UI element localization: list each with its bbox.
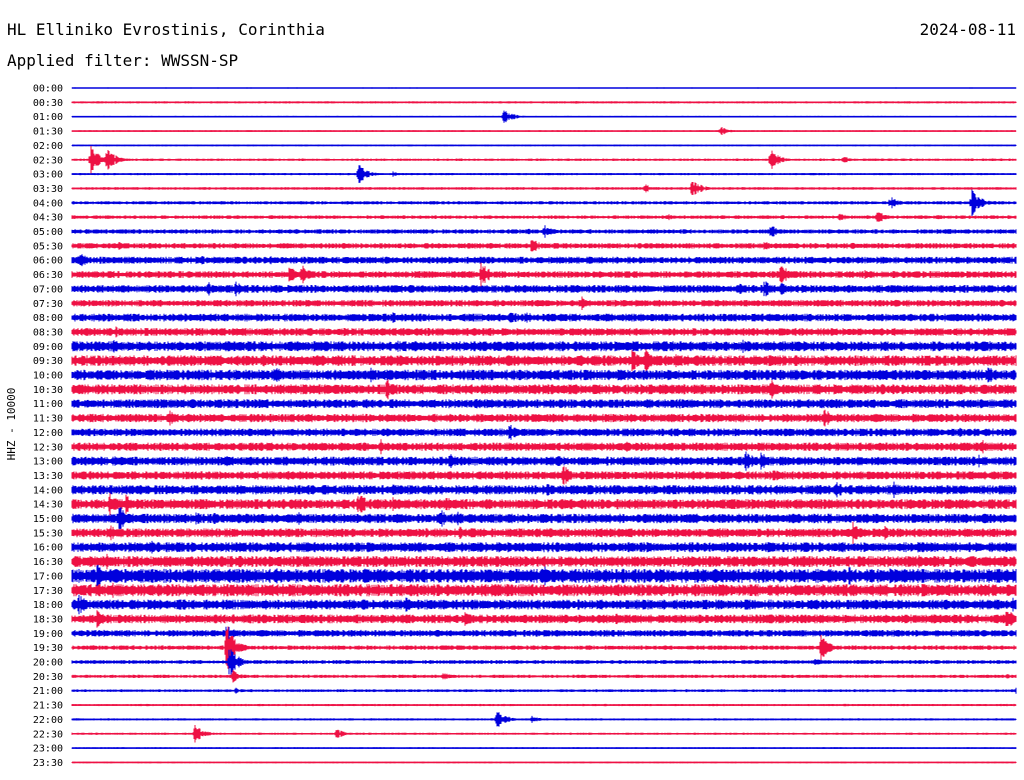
row-label-0100: 01:00 xyxy=(33,112,63,123)
row-label-0630: 06:30 xyxy=(33,270,63,281)
row-label-1030: 10:30 xyxy=(33,385,63,396)
row-label-1800: 18:00 xyxy=(33,600,63,611)
row-label-2130: 21:30 xyxy=(33,701,63,712)
row-label-1330: 13:30 xyxy=(33,471,63,482)
row-label-1130: 11:30 xyxy=(33,414,63,425)
row-label-0900: 09:00 xyxy=(33,342,63,353)
row-label-2330: 23:30 xyxy=(33,758,63,769)
y-axis-label: HHZ - 10000 xyxy=(5,388,18,461)
row-label-2000: 20:00 xyxy=(33,658,63,669)
row-label-2100: 21:00 xyxy=(33,686,63,697)
row-label-1700: 17:00 xyxy=(33,571,63,582)
row-label-0330: 03:30 xyxy=(33,184,63,195)
row-label-0230: 02:30 xyxy=(33,155,63,166)
row-label-1000: 10:00 xyxy=(33,371,63,382)
row-label-1400: 14:00 xyxy=(33,485,63,496)
date-label: 2024-08-11 xyxy=(919,20,1016,39)
row-label-1830: 18:30 xyxy=(33,614,63,625)
row-label-1100: 11:00 xyxy=(33,399,63,410)
row-label-0530: 05:30 xyxy=(33,241,63,252)
row-label-0600: 06:00 xyxy=(33,256,63,267)
row-label-0000: 00:00 xyxy=(33,84,63,95)
row-label-2300: 23:00 xyxy=(33,744,63,755)
row-label-1630: 16:30 xyxy=(33,557,63,568)
tick-labels: 00:00 00:30 01:00 01:30 02:00 02:30 03:00 03:30… xyxy=(33,84,63,769)
row-label-2200: 22:00 xyxy=(33,715,63,726)
row-label-0830: 08:30 xyxy=(33,327,63,338)
row-label-1300: 13:00 xyxy=(33,457,63,468)
row-label-1530: 15:30 xyxy=(33,528,63,539)
row-label-0700: 07:00 xyxy=(33,284,63,295)
row-label-0200: 02:00 xyxy=(33,141,63,152)
row-label-2030: 20:30 xyxy=(33,672,63,683)
row-label-0430: 04:30 xyxy=(33,213,63,224)
row-label-0030: 00:30 xyxy=(33,98,63,109)
row-label-0130: 01:30 xyxy=(33,127,63,138)
row-label-1900: 19:00 xyxy=(33,629,63,640)
row-label-2230: 22:30 xyxy=(33,729,63,740)
traces xyxy=(71,87,1017,764)
row-label-1730: 17:30 xyxy=(33,586,63,597)
row-label-0800: 08:00 xyxy=(33,313,63,324)
row-label-1200: 12:00 xyxy=(33,428,63,439)
row-label-0300: 03:00 xyxy=(33,170,63,181)
row-label-1430: 14:30 xyxy=(33,500,63,511)
row-label-0930: 09:30 xyxy=(33,356,63,367)
filter-label: Applied filter: WWSSN-SP xyxy=(7,51,239,70)
row-label-1600: 16:00 xyxy=(33,543,63,554)
station-title: HL Elliniko Evrostinis, Corinthia xyxy=(7,20,325,39)
row-label-1230: 12:30 xyxy=(33,442,63,453)
row-label-1930: 19:30 xyxy=(33,643,63,654)
row-label-0400: 04:00 xyxy=(33,198,63,209)
row-label-0500: 05:00 xyxy=(33,227,63,238)
row-label-1500: 15:00 xyxy=(33,514,63,525)
row-label-0730: 07:30 xyxy=(33,299,63,310)
